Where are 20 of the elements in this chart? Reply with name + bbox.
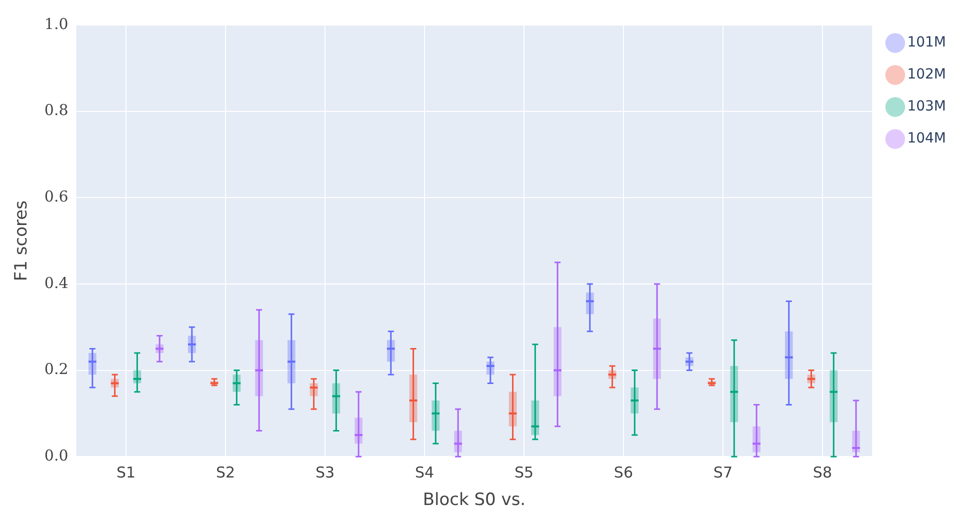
y-tick-label: 0.6 (44, 188, 68, 206)
y-tick-label: 0.0 (44, 446, 68, 464)
y-tick-label: 0.2 (44, 360, 68, 378)
x-tick-label: S2 (216, 463, 236, 482)
x-tick-label: S5 (514, 463, 534, 482)
x-tick-label: S7 (713, 463, 732, 482)
legend-label: 104M (907, 130, 946, 147)
y-axis-title: F1 scores (12, 200, 32, 282)
x-tick-label: S1 (116, 463, 136, 482)
legend-label: 102M (907, 66, 946, 83)
y-tick-label: 0.8 (44, 101, 68, 120)
x-axis-title: Block S0 vs. (422, 490, 526, 510)
y-tick-label: 1.0 (44, 14, 68, 33)
x-tick-label: S6 (614, 463, 634, 482)
x-tick-label: S8 (812, 463, 832, 482)
legend-label: 103M (907, 98, 946, 115)
x-tick-label: S4 (414, 463, 434, 482)
legend-label: 101M (907, 34, 946, 51)
x-tick-label: S3 (315, 463, 335, 482)
y-tick-label: 0.4 (44, 274, 68, 292)
